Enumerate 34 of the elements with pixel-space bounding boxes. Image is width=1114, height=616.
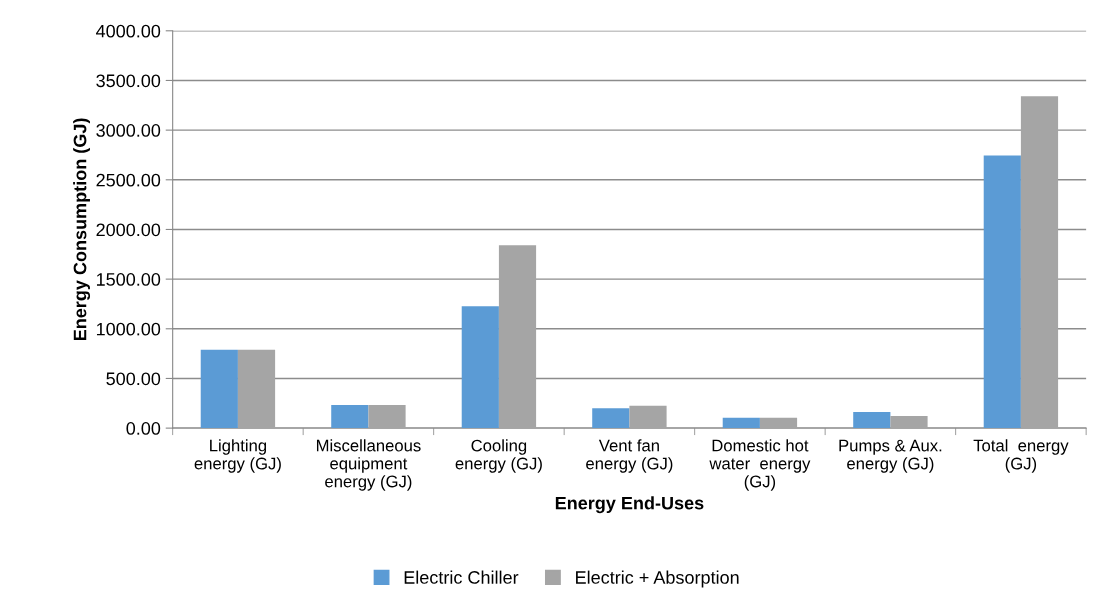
- y-tick-label: 2500.00: [96, 173, 161, 187]
- x-axis-title: Energy End-Uses: [555, 496, 704, 514]
- x-tick-label: Miscellaneous equipment energy (GJ): [316, 439, 421, 491]
- bar: [368, 405, 406, 429]
- x-tick-label: Total energy (GJ): [973, 439, 1069, 473]
- bar: [498, 245, 537, 429]
- bar: [722, 417, 760, 429]
- y-axis-title: Energy Consumption (GJ): [73, 118, 91, 341]
- bar: [853, 411, 891, 429]
- bar: [331, 405, 369, 429]
- bar: [200, 349, 238, 429]
- y-tick-label: 4000.00: [96, 24, 161, 38]
- y-tick-label: 3000.00: [96, 124, 161, 137]
- x-tick-label: Pumps & Aux. energy (GJ): [839, 439, 942, 473]
- bar: [1020, 96, 1059, 429]
- x-tick-label: Lighting energy (GJ): [194, 439, 281, 473]
- bar: [461, 306, 499, 429]
- y-tick-label: 1500.00: [96, 273, 161, 286]
- bar: [237, 349, 276, 429]
- y-tick-label: 0.00: [126, 422, 161, 435]
- bar: [890, 416, 928, 429]
- bar: [759, 417, 798, 429]
- y-tick-label: 3500.00: [96, 74, 161, 88]
- legend-label: Electric Chiller: [404, 570, 519, 584]
- bar: [592, 408, 630, 429]
- x-tick-label: Domestic hot water energy (GJ): [709, 439, 811, 491]
- bar: [629, 405, 667, 429]
- y-tick-label: 1000.00: [96, 322, 161, 336]
- legend-label: Electric + Absorption: [576, 570, 739, 588]
- y-tick-label: 2000.00: [96, 223, 161, 237]
- x-tick-label: Vent fan energy (GJ): [586, 439, 673, 473]
- x-tick-label: Cooling energy (GJ): [455, 439, 542, 473]
- y-tick-label: 500.00: [106, 372, 161, 386]
- bar: [983, 155, 1021, 429]
